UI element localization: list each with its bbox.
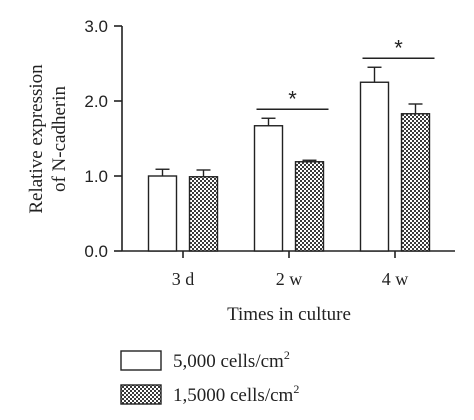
x-category-label: 2 w (276, 269, 303, 289)
y-axis-title-line-2: of N-cadherin (49, 85, 70, 192)
x-category-label: 3 d (172, 269, 195, 289)
y-tick-label: 0.0 (84, 242, 108, 261)
y-axis-title-line-1: Relative expression (26, 64, 47, 214)
x-category-label: 4 w (382, 269, 409, 289)
legend-swatch-checkered (120, 384, 162, 405)
bar-5000-cells (359, 81, 390, 252)
significance-asterisk: * (288, 86, 297, 111)
bar-5000-cells (253, 125, 284, 252)
bar-15000-cells (188, 176, 219, 252)
legend: 5,000 cells/cm2 1,5000 cells/cm2 (120, 348, 299, 406)
x-axis-title: Times in culture (227, 304, 351, 325)
legend-swatch-white (120, 350, 162, 371)
bar-15000-cells (400, 113, 431, 252)
legend-label-2: 1,5000 cells/cm2 (173, 382, 299, 406)
significance-asterisk: * (394, 35, 403, 60)
y-tick-label: 3.0 (84, 17, 108, 36)
y-tick-label: 2.0 (84, 92, 108, 111)
bar-5000-cells (147, 175, 178, 252)
y-tick-label: 1.0 (84, 167, 108, 186)
bar-15000-cells (294, 161, 325, 252)
legend-label-1: 5,000 cells/cm2 (173, 348, 290, 372)
